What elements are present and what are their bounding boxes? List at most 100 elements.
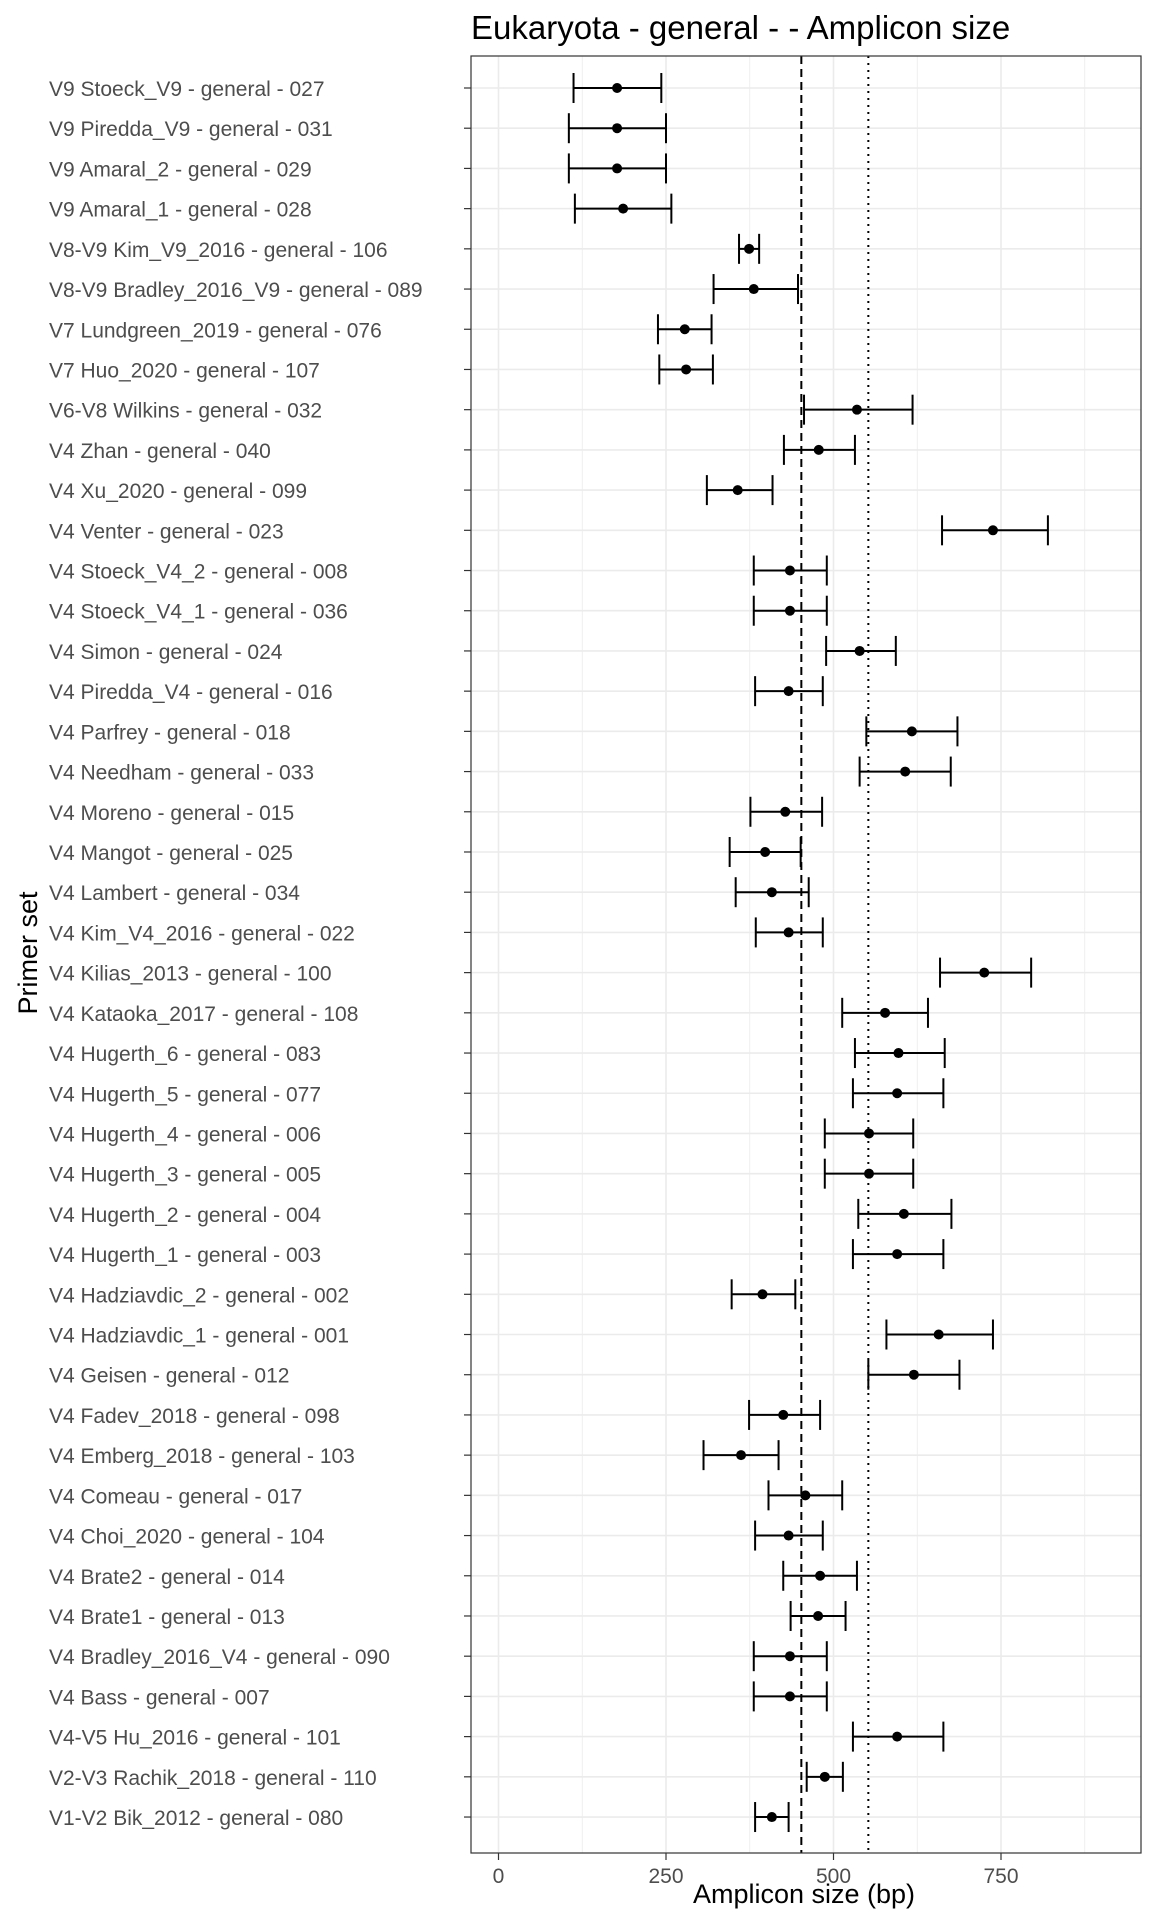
mean-point xyxy=(778,1409,789,1420)
y-tick-label: V4 Kataoka_2017 - general - 108 xyxy=(49,1003,358,1026)
y-tick-label: V4 Brate2 - general - 014 xyxy=(49,1566,285,1589)
mean-point xyxy=(900,766,911,777)
mean-point xyxy=(612,83,623,93)
x-tick-label: 750 xyxy=(983,1865,1018,1888)
mean-point xyxy=(815,1570,826,1581)
mean-point xyxy=(783,1530,794,1541)
mean-point xyxy=(679,324,690,335)
mean-point xyxy=(892,1731,903,1742)
y-tick-label: V2-V3 Rachik_2018 - general - 110 xyxy=(49,1767,377,1790)
y-tick-label: V9 Amaral_2 - general - 029 xyxy=(49,158,312,181)
y-tick-label: V4 Hugerth_1 - general - 003 xyxy=(49,1244,321,1267)
y-tick-label: V4 Lambert - general - 034 xyxy=(49,882,300,905)
y-axis-ticks: V9 Stoeck_V9 - general - 027 V9 Piredda_V… xyxy=(49,78,471,1830)
mean-point xyxy=(864,1128,875,1139)
chart-title: Eukaryota - general - - Amplicon size xyxy=(471,9,1010,46)
mean-point xyxy=(864,1168,875,1179)
y-tick-label: V4 Stoeck_V4_1 - general - 036 xyxy=(49,601,348,624)
mean-point xyxy=(784,605,795,616)
x-axis-title: Amplicon size (bp) xyxy=(693,1879,915,1909)
mean-point xyxy=(819,1771,830,1782)
mean-point xyxy=(800,1490,811,1501)
mean-point xyxy=(766,887,777,898)
mean-point xyxy=(612,163,623,174)
y-tick-label: V4 Geisen - general - 012 xyxy=(49,1365,289,1388)
y-tick-label: V8-V9 Bradley_2016_V9 - general - 089 xyxy=(49,279,423,302)
mean-point xyxy=(908,1369,919,1380)
x-axis-ticks: 0 250 500 750 xyxy=(493,1853,1019,1888)
mean-point xyxy=(854,645,865,656)
y-tick-label: V4 Hadziavdic_1 - general - 001 xyxy=(49,1325,349,1348)
y-tick-label: V4 Kilias_2013 - general - 100 xyxy=(49,963,332,986)
y-tick-label: V4 Choi_2020 - general - 104 xyxy=(49,1526,325,1549)
y-tick-label: V4 Stoeck_V4_2 - general - 008 xyxy=(49,561,348,584)
panel-border xyxy=(470,55,1142,1854)
mean-point xyxy=(906,726,917,737)
mean-point xyxy=(784,1651,795,1662)
mean-point xyxy=(736,1450,747,1461)
mean-point xyxy=(783,927,794,938)
mean-point xyxy=(933,1329,944,1340)
y-tick-label: V4 Venter - general - 023 xyxy=(49,520,284,543)
mean-point xyxy=(612,123,623,134)
mean-point xyxy=(748,284,759,295)
mean-point xyxy=(760,846,771,857)
y-tick-label: V4 Simon - general - 024 xyxy=(49,641,283,664)
y-tick-label: V6-V8 Wilkins - general - 032 xyxy=(49,400,322,423)
y-tick-label: V4 Xu_2020 - general - 099 xyxy=(49,480,307,503)
y-tick-label: V4-V5 Hu_2016 - general - 101 xyxy=(49,1727,341,1750)
y-tick-label: V9 Piredda_V9 - general - 031 xyxy=(49,118,333,141)
y-tick-label: V4 Hugerth_2 - general - 004 xyxy=(49,1204,321,1227)
y-tick-label: V4 Piredda_V4 - general - 016 xyxy=(49,681,333,704)
mean-point xyxy=(892,1249,903,1260)
mean-point xyxy=(979,967,990,978)
y-tick-label: V4 Bradley_2016_V4 - general - 090 xyxy=(49,1646,390,1669)
grid-lines xyxy=(471,56,1141,1853)
mean-point xyxy=(813,1610,824,1621)
y-tick-label: V4 Moreno - general - 015 xyxy=(49,802,294,825)
y-tick-label: V8-V9 Kim_V9_2016 - general - 106 xyxy=(49,239,388,262)
x-tick-label: 0 xyxy=(493,1865,505,1888)
y-tick-label: V4 Hugerth_5 - general - 077 xyxy=(49,1083,321,1106)
y-tick-label: V9 Stoeck_V9 - general - 027 xyxy=(49,78,325,101)
x-tick-label: 250 xyxy=(648,1865,683,1888)
mean-point xyxy=(732,485,743,496)
mean-point xyxy=(681,364,692,375)
y-tick-label: V7 Huo_2020 - general - 107 xyxy=(49,359,320,382)
y-tick-label: V4 Hugerth_4 - general - 006 xyxy=(49,1123,321,1146)
y-axis-title: Primer set xyxy=(13,891,43,1015)
mean-point xyxy=(813,444,824,455)
mean-point xyxy=(766,1812,777,1823)
mean-point xyxy=(987,525,998,536)
mean-point xyxy=(784,565,795,576)
mean-point xyxy=(744,243,755,254)
mean-point xyxy=(880,1007,891,1018)
mean-point xyxy=(898,1208,909,1219)
y-tick-label: V4 Hugerth_6 - general - 083 xyxy=(49,1043,321,1066)
y-tick-label: V4 Kim_V4_2016 - general - 022 xyxy=(49,922,355,945)
y-tick-label: V4 Emberg_2018 - general - 103 xyxy=(49,1445,355,1468)
mean-point xyxy=(892,1088,903,1099)
y-tick-label: V1-V2 Bik_2012 - general - 080 xyxy=(49,1807,343,1830)
y-tick-label: V4 Zhan - general - 040 xyxy=(49,440,271,463)
y-tick-label: V9 Amaral_1 - general - 028 xyxy=(49,199,312,222)
y-tick-label: V4 Hadziavdic_2 - general - 002 xyxy=(49,1284,349,1307)
y-tick-label: V4 Bass - general - 007 xyxy=(49,1686,270,1709)
reference-lines xyxy=(800,56,870,1853)
y-tick-label: V4 Parfrey - general - 018 xyxy=(49,721,291,744)
error-bar-marks xyxy=(567,73,1049,1833)
y-tick-label: V4 Fadev_2018 - general - 098 xyxy=(49,1405,340,1428)
y-tick-label: V4 Mangot - general - 025 xyxy=(49,842,293,865)
y-tick-label: V4 Hugerth_3 - general - 005 xyxy=(49,1164,321,1187)
mean-point xyxy=(780,806,791,817)
mean-point xyxy=(851,404,862,415)
y-tick-label: V4 Needham - general - 033 xyxy=(49,762,314,785)
mean-point xyxy=(783,686,794,697)
mean-point xyxy=(618,203,629,214)
mean-point xyxy=(784,1691,795,1702)
y-tick-label: V4 Brate1 - general - 013 xyxy=(49,1606,285,1629)
mean-point xyxy=(893,1048,904,1059)
y-tick-label: V7 Lundgreen_2019 - general - 076 xyxy=(49,319,382,342)
mean-point xyxy=(757,1289,768,1300)
